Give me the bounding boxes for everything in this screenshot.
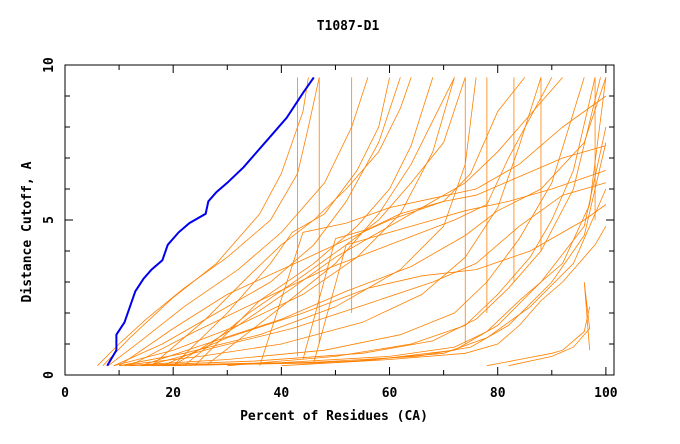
- model-curve-16: [146, 182, 606, 367]
- model-curve-25: [486, 306, 591, 367]
- x-tick-label: 0: [61, 386, 69, 401]
- model-curve-21: [205, 77, 455, 367]
- x-tick-label: 60: [382, 386, 398, 401]
- model-curve-18: [172, 77, 563, 367]
- y-tick-label: 0: [42, 371, 57, 379]
- model-curve-23: [172, 77, 390, 366]
- model-curve-9: [140, 77, 607, 367]
- y-tick-label: 10: [42, 57, 57, 73]
- model-curve-20: [194, 77, 434, 366]
- highlight-curve: [106, 76, 315, 367]
- model-curve-29: [313, 170, 607, 363]
- model-curve-3: [113, 77, 401, 367]
- model-curve-30: [259, 95, 607, 366]
- x-tick-label: 40: [274, 386, 290, 401]
- y-tick-label: 5: [42, 216, 57, 224]
- model-curve-2: [108, 77, 369, 367]
- model-curve-14: [129, 77, 553, 367]
- x-tick-label: 100: [594, 386, 618, 401]
- model-curve-1: [102, 77, 309, 366]
- axes: 0 20 40 60 80 100 0 5 10: [42, 57, 618, 401]
- plot-area: [97, 76, 607, 367]
- model-curve-28: [302, 145, 606, 360]
- model-curve-6: [119, 77, 542, 367]
- x-tick-label: 80: [490, 386, 506, 401]
- model-curve-8: [129, 77, 601, 367]
- y-axis-label: Distance Cutoff, A: [20, 161, 35, 302]
- model-curve-17: [162, 204, 607, 367]
- x-tick-label: 20: [165, 386, 181, 401]
- chart-title: T1087-D1: [317, 19, 380, 34]
- x-axis-label: Percent of Residues (CA): [240, 409, 428, 424]
- model-curve-15: [140, 77, 607, 367]
- model-curve-27: [281, 225, 607, 367]
- model-curve-0: [97, 77, 320, 366]
- model-curve-24: [227, 77, 596, 367]
- model-curve-13: [118, 77, 526, 367]
- model-curve-11: [162, 188, 607, 367]
- model-curve-26: [508, 281, 591, 367]
